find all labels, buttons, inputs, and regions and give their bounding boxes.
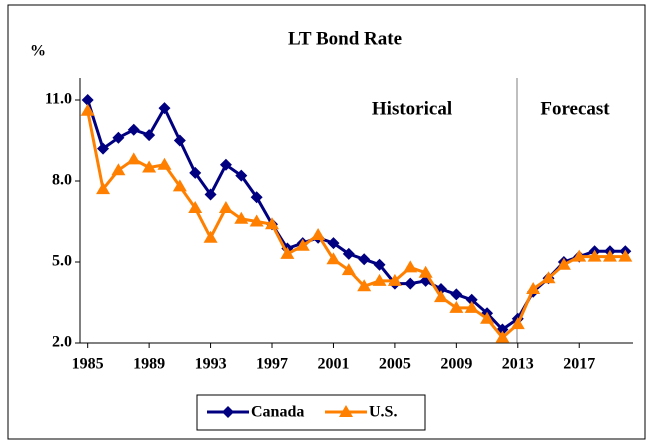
legend-label: Canada bbox=[251, 404, 304, 421]
marker bbox=[465, 293, 478, 306]
chart-frame bbox=[7, 4, 646, 440]
annotation: Forecast bbox=[540, 98, 610, 119]
marker bbox=[250, 191, 263, 204]
marker bbox=[219, 158, 232, 171]
marker bbox=[433, 290, 448, 303]
marker bbox=[265, 217, 280, 230]
y-axis-label: % bbox=[30, 43, 46, 60]
marker bbox=[111, 163, 126, 176]
marker bbox=[372, 273, 387, 286]
x-tick-label: 1985 bbox=[72, 356, 104, 373]
marker bbox=[127, 123, 140, 136]
marker bbox=[327, 237, 340, 250]
marker bbox=[358, 253, 371, 266]
marker bbox=[373, 258, 386, 271]
marker bbox=[81, 94, 94, 106]
marker bbox=[341, 263, 356, 276]
marker bbox=[387, 273, 402, 286]
legend-marker bbox=[222, 406, 234, 418]
marker bbox=[188, 201, 203, 213]
marker bbox=[450, 288, 463, 301]
legend bbox=[196, 394, 426, 431]
y-tick-label: 5.0 bbox=[52, 253, 72, 270]
legend-marker bbox=[339, 405, 353, 417]
marker bbox=[158, 102, 171, 115]
y-tick-label: 8.0 bbox=[52, 172, 72, 189]
marker bbox=[572, 249, 587, 262]
marker bbox=[556, 257, 571, 270]
marker bbox=[403, 260, 418, 273]
marker bbox=[126, 152, 141, 165]
marker bbox=[311, 228, 326, 240]
x-tick-label: 1989 bbox=[133, 356, 165, 373]
marker bbox=[142, 160, 157, 173]
x-tick-label: 2017 bbox=[563, 356, 595, 373]
marker bbox=[143, 129, 156, 142]
y-tick-label: 2.0 bbox=[52, 334, 72, 351]
marker bbox=[280, 246, 295, 259]
marker bbox=[172, 179, 187, 192]
annotation: Historical bbox=[372, 98, 452, 119]
marker bbox=[218, 201, 233, 213]
marker bbox=[235, 169, 248, 182]
marker bbox=[112, 131, 125, 144]
marker bbox=[234, 211, 249, 224]
x-tick-label: 2001 bbox=[317, 356, 349, 373]
marker bbox=[295, 238, 310, 251]
x-tick-label: 2009 bbox=[440, 356, 472, 373]
marker bbox=[326, 252, 341, 265]
marker bbox=[203, 230, 218, 243]
marker bbox=[541, 271, 556, 284]
marker bbox=[510, 317, 525, 330]
marker bbox=[342, 247, 355, 260]
marker bbox=[602, 249, 617, 262]
marker bbox=[464, 300, 479, 313]
x-tick-label: 2013 bbox=[502, 356, 534, 373]
marker bbox=[249, 214, 264, 227]
marker bbox=[480, 311, 495, 324]
marker bbox=[80, 103, 95, 116]
y-tick-label: 11.0 bbox=[45, 91, 72, 108]
marker bbox=[618, 249, 633, 262]
marker bbox=[418, 265, 433, 278]
marker bbox=[173, 134, 186, 147]
x-tick-label: 1997 bbox=[256, 356, 288, 373]
marker bbox=[189, 166, 202, 179]
marker bbox=[157, 157, 172, 170]
legend-label: U.S. bbox=[369, 404, 397, 421]
marker bbox=[204, 188, 217, 201]
marker bbox=[404, 277, 417, 290]
marker bbox=[357, 279, 372, 292]
chart-title: LT Bond Rate bbox=[288, 28, 402, 49]
marker bbox=[96, 182, 111, 195]
x-tick-label: 1993 bbox=[195, 356, 227, 373]
marker bbox=[449, 300, 464, 313]
marker bbox=[495, 330, 510, 343]
x-tick-label: 2005 bbox=[379, 356, 411, 373]
marker bbox=[97, 142, 110, 155]
marker bbox=[587, 249, 602, 262]
marker bbox=[526, 282, 541, 294]
